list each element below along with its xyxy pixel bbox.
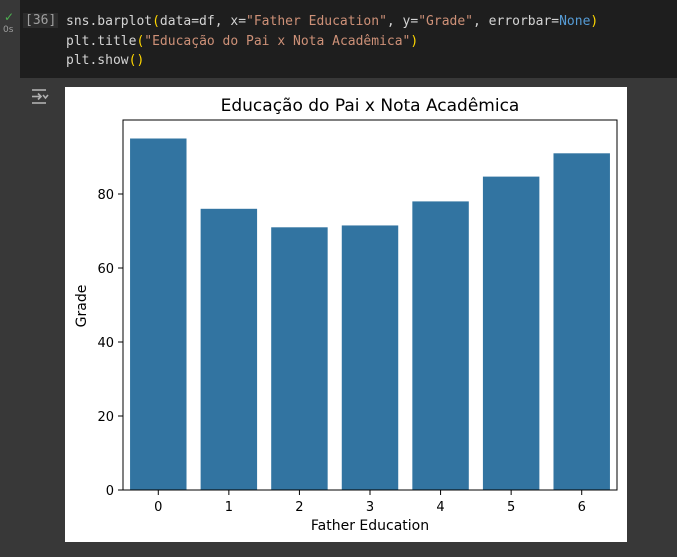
- code-token: "Educação do Pai x Nota Acadêmica": [144, 33, 411, 49]
- y-axis: 0 20 40 60 80: [97, 188, 123, 499]
- output-toggle-glyph: [32, 89, 49, 104]
- code-token: (): [128, 53, 145, 68]
- code-token: "Father Education": [246, 14, 387, 29]
- bar-chart: Educação do Pai x Nota Acadêmica Father …: [74, 96, 618, 534]
- y-axis-label: Grade: [74, 285, 90, 328]
- bar-0: [130, 138, 187, 490]
- bar-5: [482, 176, 540, 491]
- code-token: , errorbar=: [473, 14, 560, 29]
- bars-group: [130, 138, 610, 491]
- x-tick-label: 6: [578, 500, 586, 515]
- code-token: (: [136, 33, 145, 49]
- code-editor[interactable]: [36] sns.barplot(data=df, x="Father Educ…: [20, 0, 677, 78]
- code-line[interactable]: plt.title("Educação do Pai x Nota Acadêm…: [66, 32, 598, 52]
- x-tick-label: 5: [507, 500, 515, 515]
- code-token: plt.title: [66, 33, 137, 49]
- x-tick-label: 0: [154, 500, 162, 515]
- x-axis-label: Father Education: [311, 518, 429, 534]
- output-toggle-icon[interactable]: [30, 87, 50, 107]
- x-axis: 0 1 2 3 4 5 6: [154, 490, 586, 515]
- code-line[interactable]: plt.show(): [66, 51, 598, 71]
- execution-count: [36]: [23, 13, 59, 28]
- chart-title: Educação do Pai x Nota Acadêmica: [221, 96, 520, 116]
- bar-2: [271, 227, 328, 491]
- code-token: "Grade": [418, 14, 474, 29]
- x-tick-label: 3: [366, 500, 374, 515]
- code-token: sns.barplot: [66, 14, 153, 29]
- bar-6: [553, 153, 610, 491]
- chart-figure: Educação do Pai x Nota Acadêmica Father …: [65, 87, 627, 542]
- code-text[interactable]: sns.barplot(data=df, x="Father Education…: [66, 12, 598, 71]
- code-token: (: [152, 14, 160, 29]
- bar-4: [412, 201, 469, 490]
- code-token: ): [410, 33, 419, 49]
- code-token: ): [590, 14, 599, 29]
- y-tick-label: 80: [97, 188, 114, 203]
- x-tick-label: 1: [225, 500, 233, 515]
- x-tick-label: 4: [436, 500, 444, 515]
- bar-1: [200, 208, 258, 491]
- code-line[interactable]: sns.barplot(data=df, x="Father Education…: [66, 12, 598, 32]
- y-tick-label: 60: [97, 262, 114, 277]
- y-tick-label: 20: [97, 410, 114, 425]
- plot-frame: [122, 119, 618, 491]
- code-token: None: [559, 14, 591, 29]
- code-token: data=df, x=: [159, 14, 247, 29]
- y-tick-label: 40: [97, 336, 114, 351]
- run-success-icon: ✓: [4, 10, 15, 24]
- cell-gutter: ✓ 0s: [0, 0, 20, 80]
- run-time-label: 0s: [3, 25, 14, 35]
- y-tick-label: 0: [106, 484, 114, 499]
- x-tick-label: 2: [295, 500, 303, 515]
- bar-3: [341, 225, 399, 490]
- code-token: plt.show: [66, 53, 129, 68]
- code-token: , y=: [386, 14, 419, 29]
